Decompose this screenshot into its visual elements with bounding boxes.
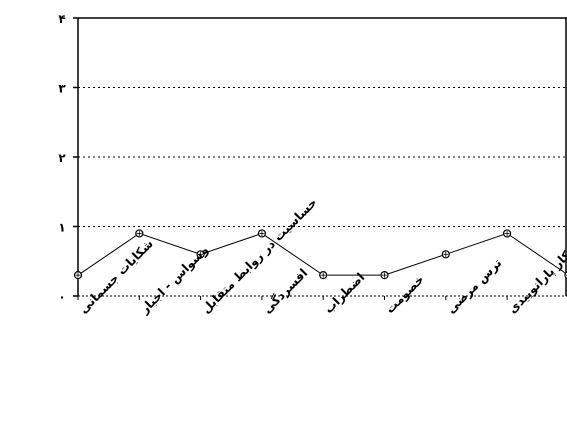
- y-tick-label: ۱: [58, 221, 65, 235]
- y-tick-label: ۰: [58, 290, 65, 304]
- y-tick-labels: ۰ ۱ ۲ ۳ ۴: [58, 12, 78, 304]
- data-point: [135, 229, 144, 238]
- data-point: [319, 271, 328, 280]
- grid-layer: [78, 87, 567, 227]
- data-point: [257, 229, 266, 238]
- x-tick-label: ترس مرضی: [444, 256, 504, 316]
- x-tick-label: افکار پارانوییدی: [505, 240, 567, 317]
- series-layer: [73, 229, 567, 280]
- y-tick-label: ۴: [58, 12, 65, 26]
- data-point: [196, 250, 205, 259]
- x-tick-label: افسردگی: [260, 266, 310, 316]
- x-tick-label: اضطراب: [321, 270, 367, 316]
- data-point: [503, 229, 512, 238]
- data-point: [380, 271, 389, 280]
- y-tick-label: ۳: [58, 82, 66, 96]
- data-point: [73, 271, 83, 280]
- x-tick-label: خصومت: [383, 272, 428, 317]
- axis-layer: [77, 17, 567, 297]
- data-point: [441, 250, 450, 259]
- x-tick-label: حساسیت در روابط متقابل: [199, 195, 321, 317]
- y-tick-label: ۲: [58, 151, 66, 165]
